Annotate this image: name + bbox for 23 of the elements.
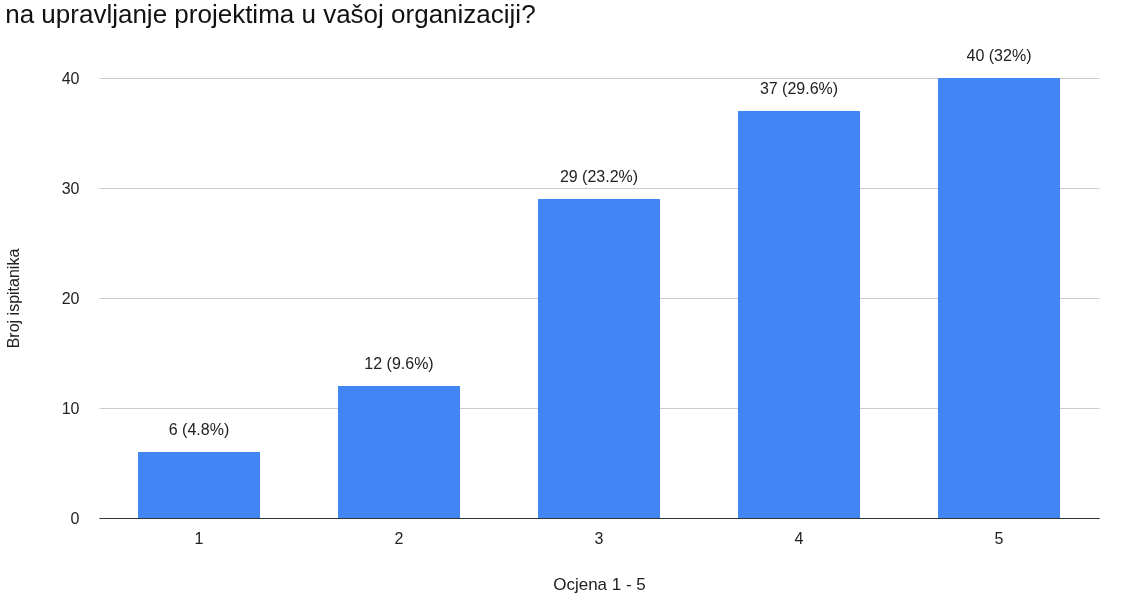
x-tick-label: 1: [194, 529, 204, 547]
data-label: 6 (4.8%): [168, 421, 230, 438]
x-tick-label: 3: [594, 529, 604, 547]
bar: [138, 452, 260, 518]
data-label: 12 (9.6%): [364, 355, 434, 372]
data-label: 40 (32%): [966, 47, 1032, 64]
bar: [338, 386, 460, 518]
x-tick-label: 5: [994, 529, 1004, 547]
y-tick-label: 10: [61, 399, 80, 417]
x-tick-label: 2: [394, 529, 404, 547]
bar: [938, 78, 1060, 518]
chart-title: na upravljanje projektima u vašoj organizaciji?: [5, 0, 536, 29]
bar: [738, 111, 860, 518]
y-tick-label: 30: [61, 179, 80, 197]
y-tick-label: 40: [61, 69, 80, 87]
data-label: 37 (29.6%): [759, 80, 839, 97]
y-axis-title: Broj ispitanika: [4, 248, 22, 349]
bar: [538, 199, 660, 518]
x-tick-label: 4: [794, 529, 804, 547]
y-tick-label: 0: [70, 509, 80, 527]
x-axis-title: Ocjena 1 - 5: [553, 574, 646, 594]
y-tick-label: 20: [61, 289, 80, 307]
data-label: 29 (23.2%): [559, 168, 639, 185]
